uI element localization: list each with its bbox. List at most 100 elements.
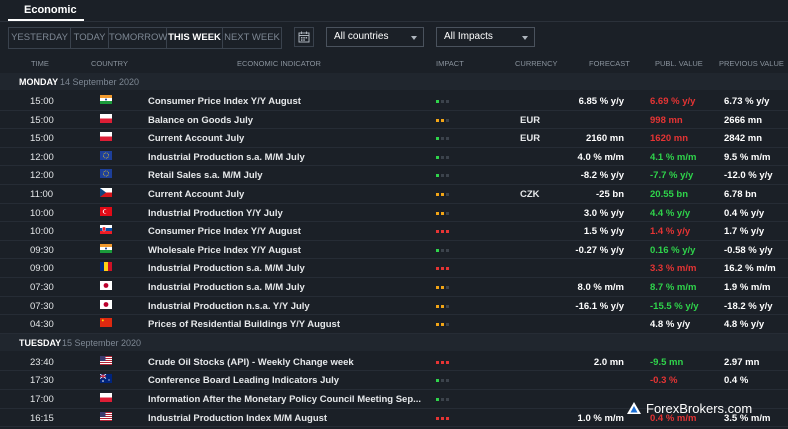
impact-dot [436, 379, 439, 383]
impact-high-icon [436, 267, 452, 271]
table-row[interactable]: 11:00 Current Account July CZK -25 bn 20.55 … [0, 185, 788, 204]
impact-high-icon [436, 230, 452, 234]
country-flag-turkey-icon [100, 206, 112, 216]
table-row[interactable]: 09:00 Industrial Production s.a. M/M July… [0, 259, 788, 278]
indicator-name[interactable]: Retail Sales s.a. M/M July [148, 170, 263, 182]
indicator-name[interactable]: Industrial Production s.a. M/M July [148, 282, 305, 293]
table-row[interactable]: 12:00 Industrial Production s.a. M/M July… [0, 148, 788, 167]
event-time: 09:30 [30, 244, 54, 256]
published-value: 20.55 bn [650, 189, 689, 200]
previous-value: 2666 mn [724, 114, 763, 126]
previous-value: 4.8 % y/y [724, 319, 765, 331]
impact-dot [446, 248, 449, 252]
published-value: -7.7 % y/y [650, 170, 694, 182]
table-row[interactable]: 15:00 Balance on Goods July EUR 998 mn 2666 … [0, 111, 788, 130]
impact-dot [441, 248, 444, 252]
event-time: 15:00 [30, 96, 54, 107]
impact-dot [436, 100, 439, 103]
country-flag-japan-icon [100, 299, 112, 309]
impact-dot [441, 193, 444, 196]
country-flag-czech-icon [100, 188, 112, 197]
table-row[interactable]: 12:00 Retail Sales s.a. M/M July -8.2 % y/… [0, 166, 788, 185]
indicator-name[interactable]: Crude Oil Stocks (API) - Weekly Change w… [148, 356, 354, 368]
table-row[interactable]: 07:30 Industrial Production n.s.a. Y/Y Ju… [0, 297, 788, 316]
forecast-value: -8.2 % y/y [580, 170, 624, 182]
indicator-name[interactable]: Industrial Production s.a. M/M July [148, 263, 305, 275]
table-row[interactable]: 16:15 Industrial Production Index M/M Aug… [0, 409, 788, 428]
forecast-value: -25 bn [596, 189, 624, 200]
country-flag-poland-icon [100, 113, 112, 123]
countries-select[interactable]: All countries [326, 27, 424, 47]
forecast-value: 4.0 % m/m [577, 151, 624, 163]
impact-low-icon [436, 379, 452, 383]
event-time: 11:00 [30, 189, 54, 200]
table-row[interactable]: 15:00 Consumer Price Index Y/Y August 6.85… [0, 92, 788, 111]
chevron-down-icon [411, 36, 417, 40]
previous-value: 6.78 bn [724, 189, 757, 200]
period-yesterday[interactable]: YESTERDAY [9, 28, 71, 48]
indicator-name[interactable]: Current Account July [148, 189, 245, 200]
country-flag-poland-icon [100, 132, 112, 142]
impact-low-icon [436, 100, 452, 103]
indicator-name[interactable]: Balance on Goods July [148, 114, 254, 126]
impact-dot [436, 323, 439, 327]
indicator-name[interactable]: Industrial Production s.a. M/M July [148, 151, 305, 163]
previous-value: 9.5 % m/m [724, 151, 771, 163]
impact-dot [446, 193, 449, 196]
event-time: 09:00 [30, 263, 54, 275]
impact-dot [436, 193, 439, 196]
previous-value: 2842 mn [724, 133, 763, 145]
period-this-week[interactable]: THIS WEEK [167, 28, 223, 48]
period-today[interactable]: TODAY [71, 28, 109, 48]
table-row[interactable]: 04:30 Prices of Residential Buildings Y/Y… [0, 315, 788, 334]
indicator-name[interactable]: Prices of Residential Buildings Y/Y Augu… [148, 319, 340, 331]
impact-dot [446, 155, 449, 159]
table-row[interactable]: 17:30 Conference Board Leading Indicators… [0, 371, 788, 390]
table-row[interactable]: 10:00 Industrial Production Y/Y July 3.0 %… [0, 204, 788, 223]
event-time: 12:00 [30, 151, 54, 163]
impact-dot [436, 416, 439, 420]
impact-dot [441, 155, 444, 159]
indicator-name[interactable]: Consumer Price Index Y/Y August [148, 96, 301, 107]
indicator-name[interactable]: Current Account July [148, 133, 245, 145]
table-row[interactable]: 10:00 Consumer Price Index Y/Y August 1.5 … [0, 222, 788, 241]
impact-low-icon [436, 174, 452, 178]
published-value: 0.4 % m/m [650, 412, 697, 424]
indicator-name[interactable]: Consumer Price Index Y/Y August [148, 226, 301, 238]
impact-dot [441, 211, 444, 215]
impact-medium-icon [436, 118, 452, 122]
indicator-name[interactable]: Information After the Monetary Policy Co… [148, 394, 422, 405]
event-time: 17:30 [30, 375, 54, 387]
table-row[interactable]: 07:30 Industrial Production s.a. M/M July… [0, 278, 788, 297]
impact-dot [446, 267, 449, 271]
impact-dot [436, 118, 439, 122]
table-row[interactable]: 23:40 Crude Oil Stocks (API) - Weekly Cha… [0, 353, 788, 372]
table-row[interactable]: 09:30 Wholesale Price Index Y/Y August -0.… [0, 241, 788, 260]
indicator-name[interactable]: Wholesale Price Index Y/Y August [148, 244, 301, 256]
country-flag-eu-icon [100, 169, 112, 179]
impact-dot [436, 174, 439, 178]
tab-economic[interactable]: Economic [24, 4, 77, 16]
impact-dot [441, 416, 444, 420]
impact-dot [441, 323, 444, 327]
indicator-name[interactable]: Industrial Production n.s.a. Y/Y July [148, 300, 310, 312]
day-header: MONDAY 14 September 2020 [0, 73, 788, 90]
table-row[interactable]: 17:00 Information After the Monetary Poli… [0, 390, 788, 409]
indicator-name[interactable]: Industrial Production Y/Y July [148, 207, 283, 219]
previous-value: -18.2 % y/y [724, 300, 773, 312]
day-name: TUESDAY [19, 337, 62, 348]
previous-value: 6.73 % y/y [724, 96, 770, 107]
indicator-name[interactable]: Conference Board Leading Indicators July [148, 375, 340, 387]
calendar-button[interactable] [294, 27, 314, 47]
published-value: 1.4 % y/y [650, 226, 691, 238]
impact-low-icon [436, 398, 452, 401]
period-next-week[interactable]: NEXT WEEK [224, 32, 280, 43]
period-tomorrow[interactable]: TOMORROW [109, 28, 167, 48]
previous-value: 3.5 % m/m [724, 412, 771, 424]
impacts-select[interactable]: All Impacts [436, 27, 535, 47]
event-time: 07:30 [30, 300, 54, 312]
impact-dot [441, 137, 444, 141]
published-value: 0.16 % y/y [650, 244, 696, 256]
indicator-name[interactable]: Industrial Production Index M/M August [148, 412, 328, 424]
table-row[interactable]: 15:00 Current Account July EUR 2160 mn 1620 … [0, 129, 788, 148]
